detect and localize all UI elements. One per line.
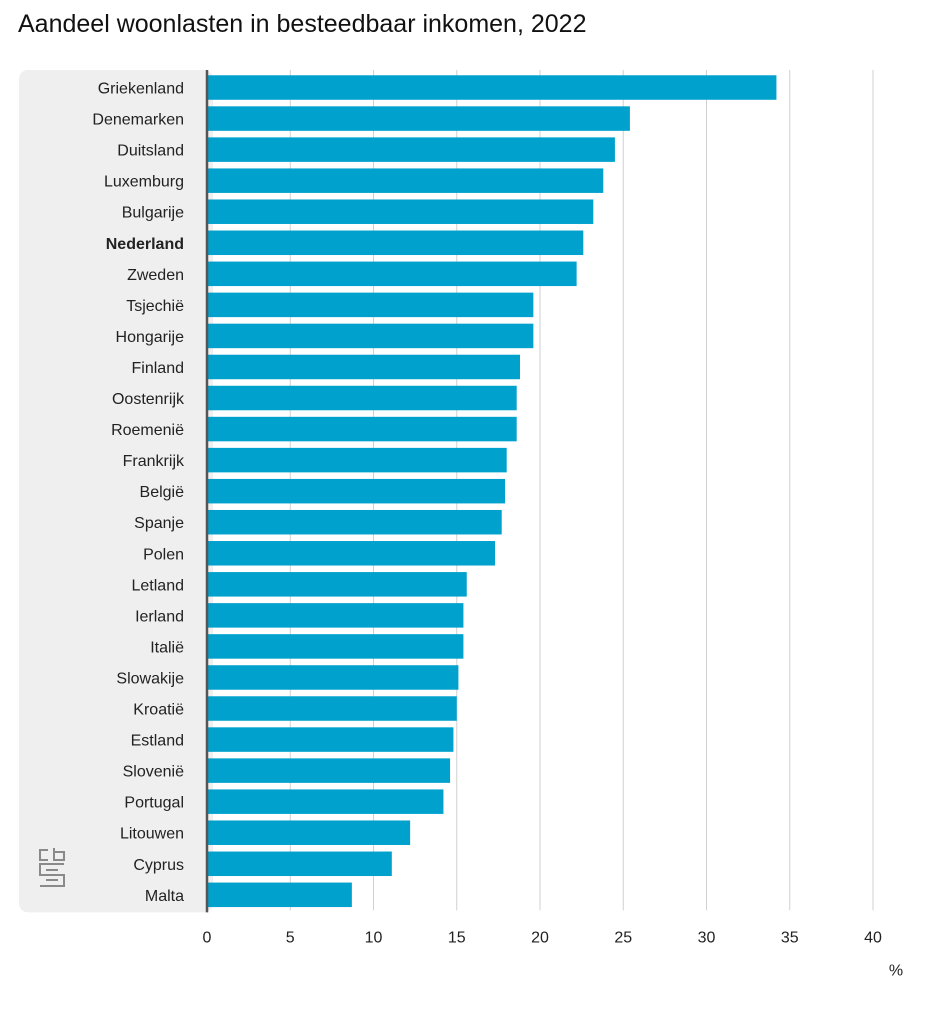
bar — [207, 789, 444, 814]
bar — [207, 478, 506, 504]
category-label: Slowakije — [116, 670, 184, 687]
category-label: België — [140, 484, 185, 501]
category-label: Oostenrijk — [112, 391, 185, 408]
category-label: Tsjechië — [126, 298, 184, 315]
category-label: Denemarken — [92, 112, 184, 129]
x-tick-label: 40 — [864, 929, 882, 946]
category-label: Portugal — [124, 795, 184, 812]
bar — [207, 168, 604, 193]
bar — [207, 106, 630, 131]
bar — [207, 261, 577, 287]
category-label: Spanje — [134, 515, 184, 532]
bar — [207, 820, 411, 845]
category-label: Luxemburg — [104, 174, 184, 191]
category-label: Griekenland — [98, 81, 184, 98]
bar — [207, 323, 534, 349]
category-label: Letland — [132, 577, 185, 594]
category-label: Litouwen — [120, 826, 184, 843]
cbs-logo-icon — [39, 848, 65, 887]
category-label: Italië — [150, 639, 184, 656]
bar — [207, 851, 392, 877]
category-label: Estland — [131, 733, 184, 750]
bars — [207, 75, 777, 908]
x-tick-label: 30 — [698, 929, 716, 946]
label-panel — [19, 70, 213, 913]
category-label: Ierland — [135, 608, 184, 625]
x-axis-unit-label: % — [889, 962, 903, 979]
bar — [207, 572, 467, 597]
category-label: Nederland — [106, 236, 184, 253]
bar — [207, 354, 521, 380]
chart-title: Aandeel woonlasten in besteedbaar inkome… — [18, 10, 587, 38]
x-tick-label: 25 — [614, 929, 632, 946]
category-label: Cyprus — [133, 857, 184, 874]
category-label: Kroatië — [133, 702, 184, 719]
category-label: Malta — [145, 888, 184, 905]
bar — [207, 727, 454, 752]
bar — [207, 137, 615, 162]
bar — [207, 509, 502, 535]
bar — [207, 230, 584, 256]
bar — [207, 758, 451, 783]
category-label: Frankrijk — [123, 453, 185, 470]
x-tick-label: 5 — [286, 929, 295, 946]
category-label: Hongarije — [116, 329, 185, 346]
bar — [207, 199, 594, 224]
bar — [207, 292, 534, 318]
bar — [207, 416, 517, 442]
bar — [207, 75, 777, 100]
bar — [207, 665, 459, 690]
bar — [207, 696, 457, 721]
category-label: Zweden — [127, 267, 184, 284]
bar — [207, 447, 507, 473]
x-tick-label: 0 — [203, 929, 212, 946]
category-label: Duitsland — [117, 143, 184, 160]
x-tick-label: 10 — [365, 929, 383, 946]
bar — [207, 385, 517, 411]
bar — [207, 541, 496, 566]
x-tick-label: 15 — [448, 929, 466, 946]
bar — [207, 634, 464, 659]
category-label: Finland — [132, 360, 184, 377]
x-tick-label: 20 — [531, 929, 549, 946]
category-label: Polen — [143, 546, 184, 563]
x-tick-label: 35 — [781, 929, 799, 946]
x-axis-tick-labels: 0 5 10 15 20 25 30 35 40 — [203, 929, 882, 946]
category-label: Roemenië — [111, 422, 184, 439]
category-label: Slovenië — [123, 764, 184, 781]
bar — [207, 603, 464, 628]
category-label: Bulgarije — [122, 205, 184, 222]
category-labels: Griekenland Denemarken Duitsland Luxemburg B… — [92, 81, 185, 905]
bar — [207, 882, 352, 908]
